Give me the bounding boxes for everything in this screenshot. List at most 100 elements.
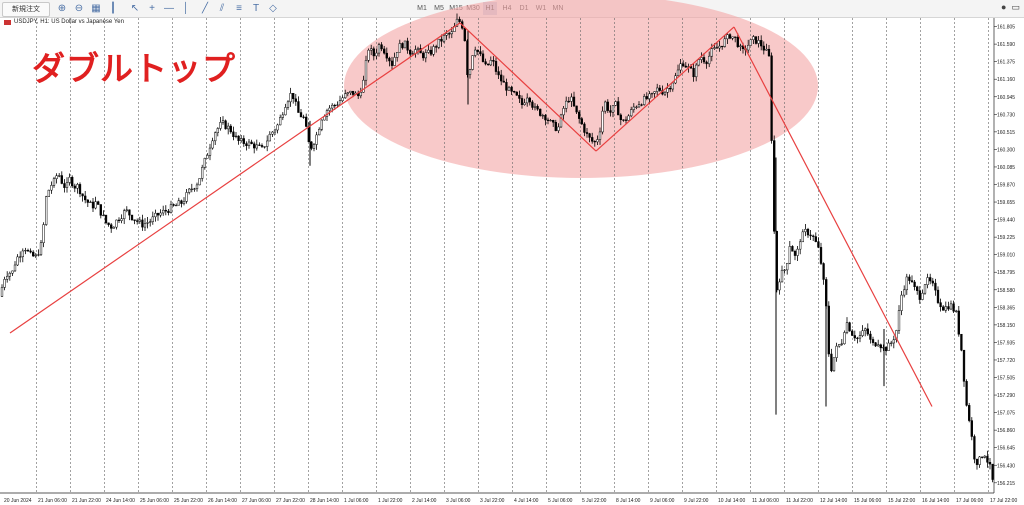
candle-body [786,263,789,271]
candle-body [965,381,968,406]
y-tick-label: 161.590 [997,42,1015,48]
grid-icon[interactable]: ▦ [91,3,101,14]
candle-body [216,128,219,133]
candle-body [578,111,581,119]
candle-body [471,55,474,70]
timeframe-m1-button[interactable]: M1 [417,5,427,12]
candle-body [336,104,339,106]
candle-body [866,328,869,335]
candle-body [939,302,942,308]
candle-body [502,80,505,83]
candle-body [224,120,227,130]
candle-body [682,63,685,67]
channel-icon[interactable]: ⫽ [219,3,225,14]
candle-body [167,210,170,213]
candle-body [193,188,196,190]
candle-body [424,52,427,59]
candle-body [788,246,791,264]
candle-body [294,98,297,102]
candle-body [120,218,123,221]
candle-body [962,349,966,382]
new-order-button[interactable]: 新規注文 [2,2,50,17]
candle-body [916,286,919,291]
y-tick-label: 156.430 [997,463,1015,469]
y-tick-label: 160.730 [997,112,1015,118]
candle-body [203,158,206,168]
candle-body [6,275,9,280]
candle-body [804,228,807,233]
y-tick-label: 156.860 [997,428,1015,434]
zoom-out-icon[interactable]: ⊖ [74,3,84,14]
candle-body [42,224,45,243]
candle-body [617,101,620,116]
candle-body [627,115,630,121]
candle-body [848,322,851,332]
candle-body [458,18,461,22]
candle-body [593,141,596,143]
candle-body [957,310,960,335]
candle-body [159,212,162,216]
candle-body [762,45,765,51]
zoom-in-icon[interactable]: ⊕ [57,3,67,14]
candle-body [445,33,448,36]
candle-body [656,87,659,92]
candle-body [52,178,56,186]
trend-line [733,26,933,407]
candle-body [133,219,136,221]
candle-body [575,105,578,113]
candle-body [780,269,784,283]
candle-body [635,106,638,108]
candle-body [385,52,388,59]
hline-icon[interactable]: ― [164,3,174,14]
timeframe-m5-button[interactable]: M5 [434,5,444,12]
vline-icon[interactable]: │ [182,3,190,14]
y-tick-label: 161.375 [997,60,1015,66]
candle-body [572,96,576,107]
candle-body [518,94,521,99]
candle-body [624,119,628,121]
candle-body [406,40,409,51]
x-tick-label: 9 Jul 06:00 [650,498,675,504]
candle-body [63,183,66,188]
candle-body [297,101,300,113]
trend-line [595,26,735,152]
trendline-icon[interactable]: ╱ [201,3,209,14]
candle-body [650,93,654,95]
candle-body [396,51,399,58]
candle-body [481,53,485,62]
candles [0,13,994,483]
candle-body [3,279,6,288]
candle-body [921,292,924,300]
candle-body [19,256,22,258]
candle-body [510,87,513,92]
candle-body [492,59,495,62]
candle-body [175,204,178,207]
candle-body [484,61,487,65]
candle-body [380,44,383,50]
cursor-icon[interactable]: ↖ [130,3,140,14]
candle-body [393,57,396,66]
crosshair-icon[interactable]: + [149,3,155,14]
shapes-icon[interactable]: ◇ [269,3,277,14]
candle-body [892,339,895,344]
window-controls[interactable]: ● ▭ [1001,2,1020,12]
candle-body [151,216,154,222]
candle-body [370,48,373,51]
trend-line [313,22,461,124]
candle-body [344,93,347,99]
candle-body [305,116,308,127]
candle-body [588,133,591,138]
candle-body [609,110,612,113]
x-tick-label: 2 Jul 14:00 [412,498,437,504]
fibo-icon[interactable]: ≡ [236,3,242,14]
candle-body [435,46,438,48]
candle-body [221,120,225,123]
chart-type-icon[interactable]: ┃ [109,3,117,14]
candle-body [700,57,703,60]
candle-body [47,189,50,197]
text-icon[interactable]: T [252,3,260,14]
candle-body [37,254,40,256]
candle-body [328,107,331,111]
candle-body [292,93,295,100]
